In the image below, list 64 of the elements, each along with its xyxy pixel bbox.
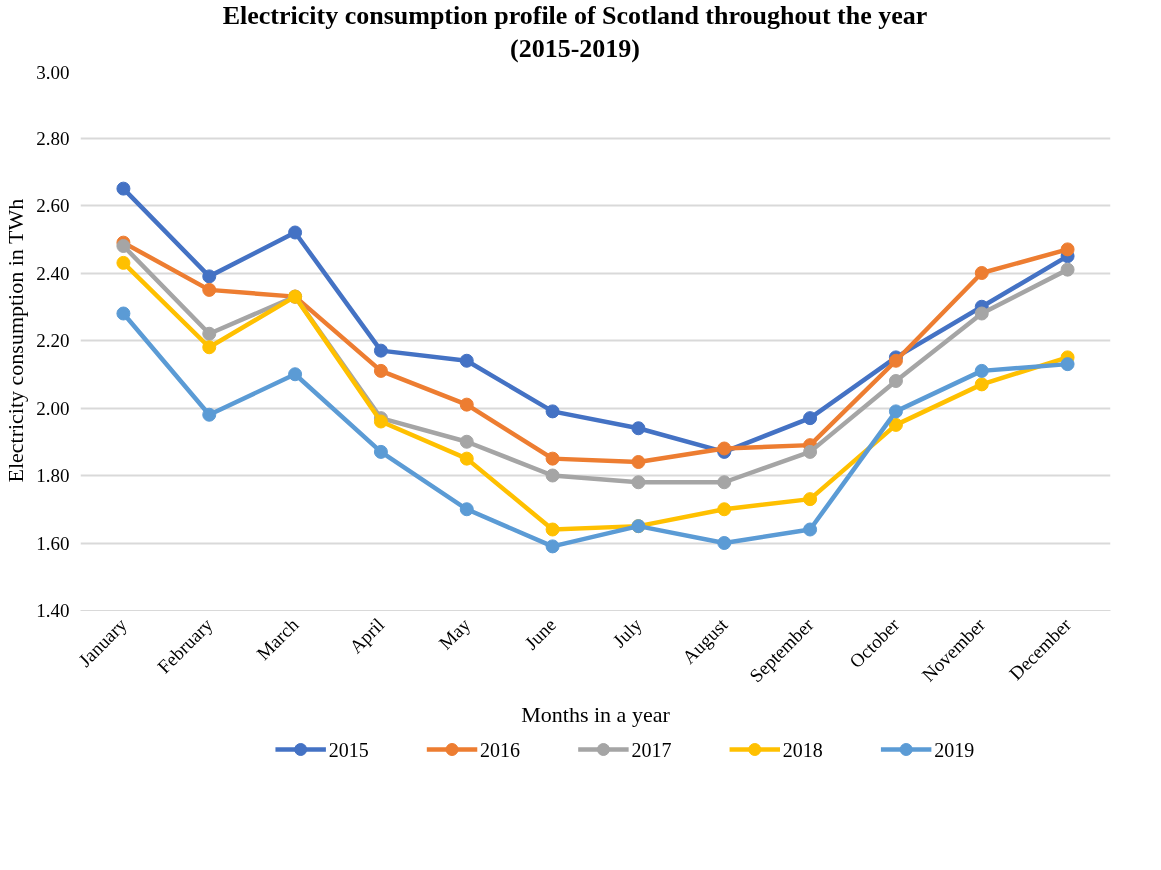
point [202, 269, 217, 284]
point [974, 377, 989, 392]
y-tick-label: 2.60 [36, 195, 70, 216]
point [545, 404, 560, 419]
point [545, 451, 560, 466]
point [717, 502, 732, 517]
point [888, 374, 903, 388]
chart-title: Electricity consumption profile of Scotland throughout the year (2015-2019) [221, 0, 929, 65]
point [717, 536, 732, 550]
legend-label: 2018 [782, 738, 823, 761]
x-axis-title: Months in a year [521, 701, 671, 727]
point [373, 363, 388, 378]
point [202, 282, 217, 297]
point [888, 404, 903, 419]
x-tick-label: July [608, 613, 647, 652]
point [459, 502, 474, 517]
x-tick-label: June [520, 614, 561, 654]
point [116, 306, 131, 321]
legend-label: 2019 [934, 738, 975, 761]
y-tick-label: 1.80 [36, 465, 70, 486]
y-tick-label: 2.80 [36, 127, 70, 149]
point [631, 475, 646, 490]
point [974, 266, 989, 280]
x-tick-label: May [434, 613, 475, 654]
point [974, 306, 989, 321]
point [717, 475, 732, 490]
point [202, 407, 217, 422]
point [202, 340, 217, 355]
point [288, 225, 303, 240]
legend-label: 2015 [328, 738, 369, 761]
point [459, 434, 474, 449]
point [631, 421, 646, 436]
y-tick-label: 1.60 [36, 532, 70, 554]
point [974, 363, 989, 378]
point [545, 468, 560, 483]
legend-label: 2016 [480, 738, 521, 761]
point [459, 451, 474, 466]
point [202, 326, 217, 341]
point [1060, 262, 1075, 277]
point [803, 411, 818, 426]
point [888, 417, 903, 432]
point [373, 343, 388, 358]
point [459, 353, 474, 368]
point [373, 444, 388, 459]
legend-label: 2017 [631, 738, 672, 761]
point [803, 444, 818, 459]
point [631, 455, 646, 469]
y-tick-label: 2.00 [36, 397, 70, 419]
point [1060, 357, 1075, 372]
point [1060, 242, 1075, 257]
point [116, 239, 131, 253]
y-tick-label: 2.20 [36, 330, 70, 351]
point [288, 367, 303, 382]
point [116, 255, 131, 270]
point [459, 397, 474, 412]
y-tick-label: 3.00 [36, 61, 70, 83]
y-axis-title: Electricity consumption in TWh [3, 198, 29, 483]
point [116, 181, 131, 196]
point [803, 492, 818, 507]
point [545, 539, 560, 554]
y-tick-label: 2.40 [36, 262, 70, 284]
point [803, 522, 818, 537]
y-tick-label: 1.40 [36, 600, 70, 621]
point [545, 522, 560, 537]
